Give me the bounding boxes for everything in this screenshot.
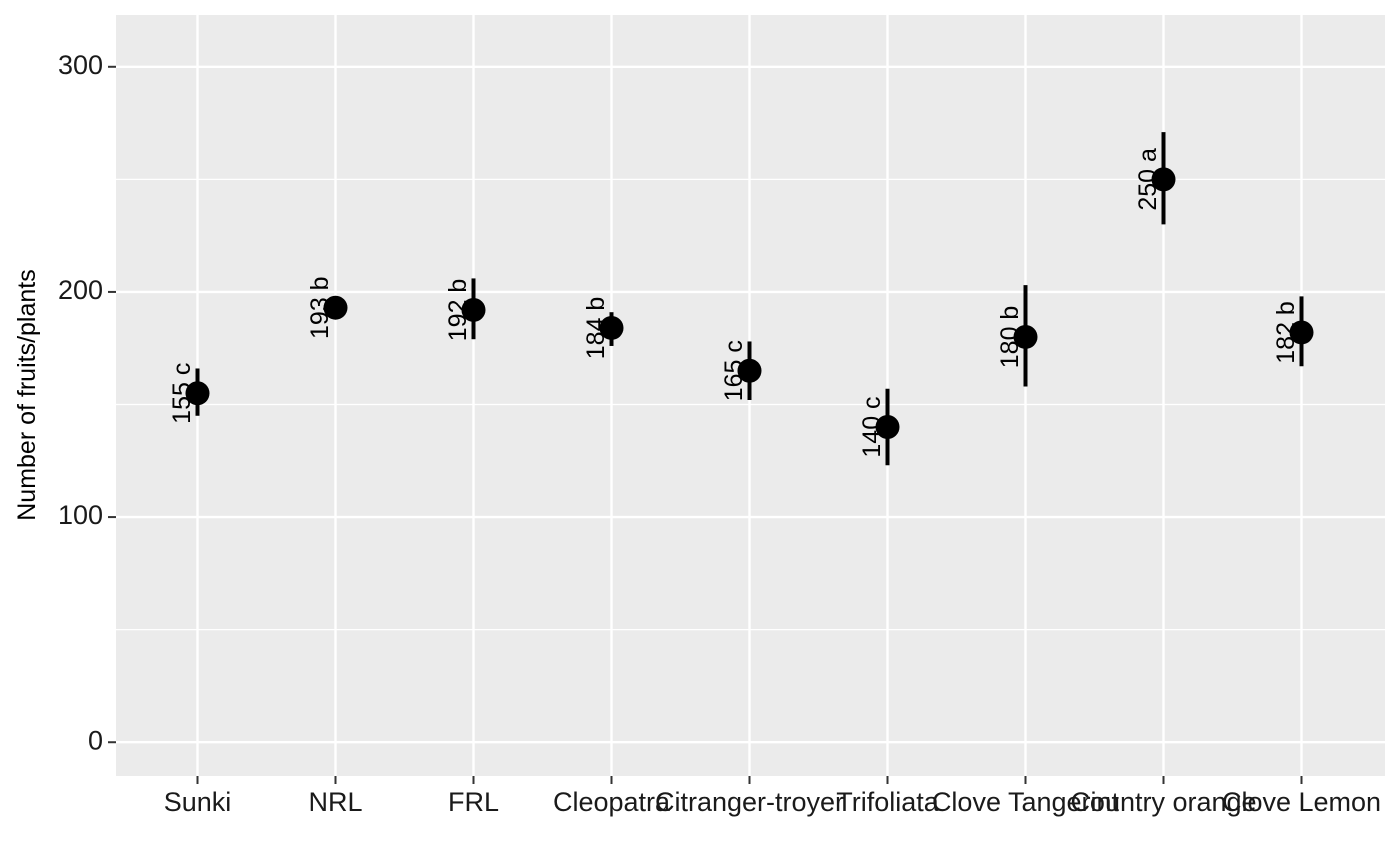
point-label: 155 c (168, 363, 196, 424)
data-point (1289, 320, 1314, 345)
x-tick-label: Sunki (164, 787, 232, 817)
point-labels: 155 c 193 b 192 b 184 b 165 c 140 c 180 b 250 a… (168, 148, 1300, 458)
data-point (599, 315, 624, 340)
point-label: 165 c (720, 340, 748, 401)
x-tick-label: Clove Lemon (1222, 787, 1381, 817)
point-label: 193 b (306, 276, 334, 339)
y-axis-title: Number of fruits/plants (13, 269, 41, 521)
x-tick-label: FRL (448, 787, 499, 817)
data-point (323, 295, 348, 320)
x-tick-label: Country orange (1070, 787, 1256, 817)
data-point (1013, 324, 1038, 349)
x-axis: Sunki NRL FRL CleopatraCitranger-troyerTrif… (164, 776, 1381, 817)
data-point (461, 297, 486, 322)
data-point (875, 415, 900, 440)
data-point (1151, 167, 1176, 192)
data-points (185, 167, 1314, 440)
x-tick-label: NRL (308, 787, 362, 817)
point-label: 184 b (582, 297, 610, 360)
x-tick-label: Cleopatra (553, 787, 671, 817)
data-point (185, 381, 210, 406)
point-label: 182 b (1272, 301, 1300, 364)
y-tick-label: 200 (58, 275, 103, 305)
y-tick-label: 100 (58, 500, 103, 530)
data-point (737, 358, 762, 383)
x-tick-label: Clove Tangerint (932, 787, 1120, 817)
point-label: 250 a (1134, 148, 1162, 211)
y-axis: 0 100 200 300 (58, 50, 116, 755)
y-tick-label: 300 (58, 50, 103, 80)
x-tick-label: Citranger-troyer (655, 787, 844, 817)
major-gridlines (116, 15, 1385, 776)
point-label: 180 b (996, 306, 1024, 369)
point-label: 192 b (444, 279, 472, 342)
point-label: 140 c (858, 396, 886, 457)
x-tick-label: Trifoliata (836, 787, 940, 817)
y-tick-label: 0 (88, 725, 103, 755)
